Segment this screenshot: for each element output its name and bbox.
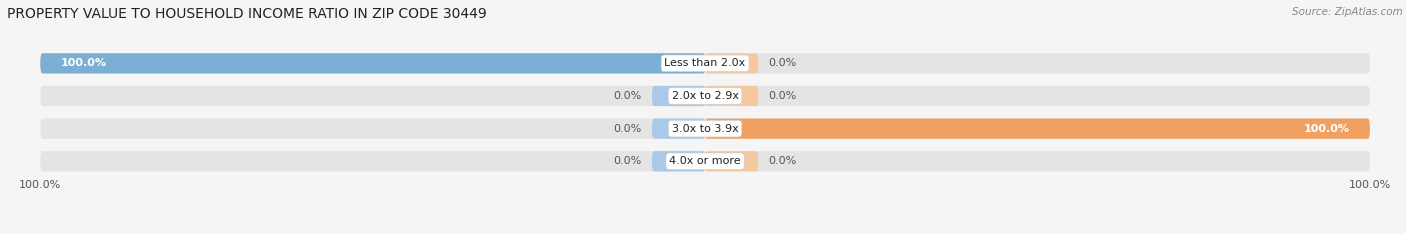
FancyBboxPatch shape — [41, 151, 1369, 172]
FancyBboxPatch shape — [652, 86, 706, 106]
Text: PROPERTY VALUE TO HOUSEHOLD INCOME RATIO IN ZIP CODE 30449: PROPERTY VALUE TO HOUSEHOLD INCOME RATIO… — [7, 7, 486, 21]
FancyBboxPatch shape — [41, 119, 1369, 139]
Text: 0.0%: 0.0% — [768, 91, 797, 101]
FancyBboxPatch shape — [41, 53, 706, 73]
FancyBboxPatch shape — [652, 151, 706, 172]
Text: 0.0%: 0.0% — [768, 58, 797, 68]
Text: 3.0x to 3.9x: 3.0x to 3.9x — [672, 124, 738, 134]
Text: 0.0%: 0.0% — [768, 156, 797, 166]
Text: 100.0%: 100.0% — [20, 180, 62, 190]
Text: 4.0x or more: 4.0x or more — [669, 156, 741, 166]
FancyBboxPatch shape — [706, 53, 758, 73]
Text: 2.0x to 2.9x: 2.0x to 2.9x — [672, 91, 738, 101]
Text: Less than 2.0x: Less than 2.0x — [665, 58, 745, 68]
Text: 100.0%: 100.0% — [1303, 124, 1350, 134]
FancyBboxPatch shape — [706, 151, 758, 172]
Text: 100.0%: 100.0% — [1348, 180, 1391, 190]
FancyBboxPatch shape — [652, 119, 706, 139]
FancyBboxPatch shape — [706, 86, 758, 106]
Text: 100.0%: 100.0% — [60, 58, 107, 68]
Text: Source: ZipAtlas.com: Source: ZipAtlas.com — [1292, 7, 1403, 17]
Text: 0.0%: 0.0% — [613, 124, 643, 134]
FancyBboxPatch shape — [41, 86, 1369, 106]
FancyBboxPatch shape — [41, 53, 1369, 73]
Text: 0.0%: 0.0% — [613, 156, 643, 166]
FancyBboxPatch shape — [706, 119, 1369, 139]
Text: 0.0%: 0.0% — [613, 91, 643, 101]
